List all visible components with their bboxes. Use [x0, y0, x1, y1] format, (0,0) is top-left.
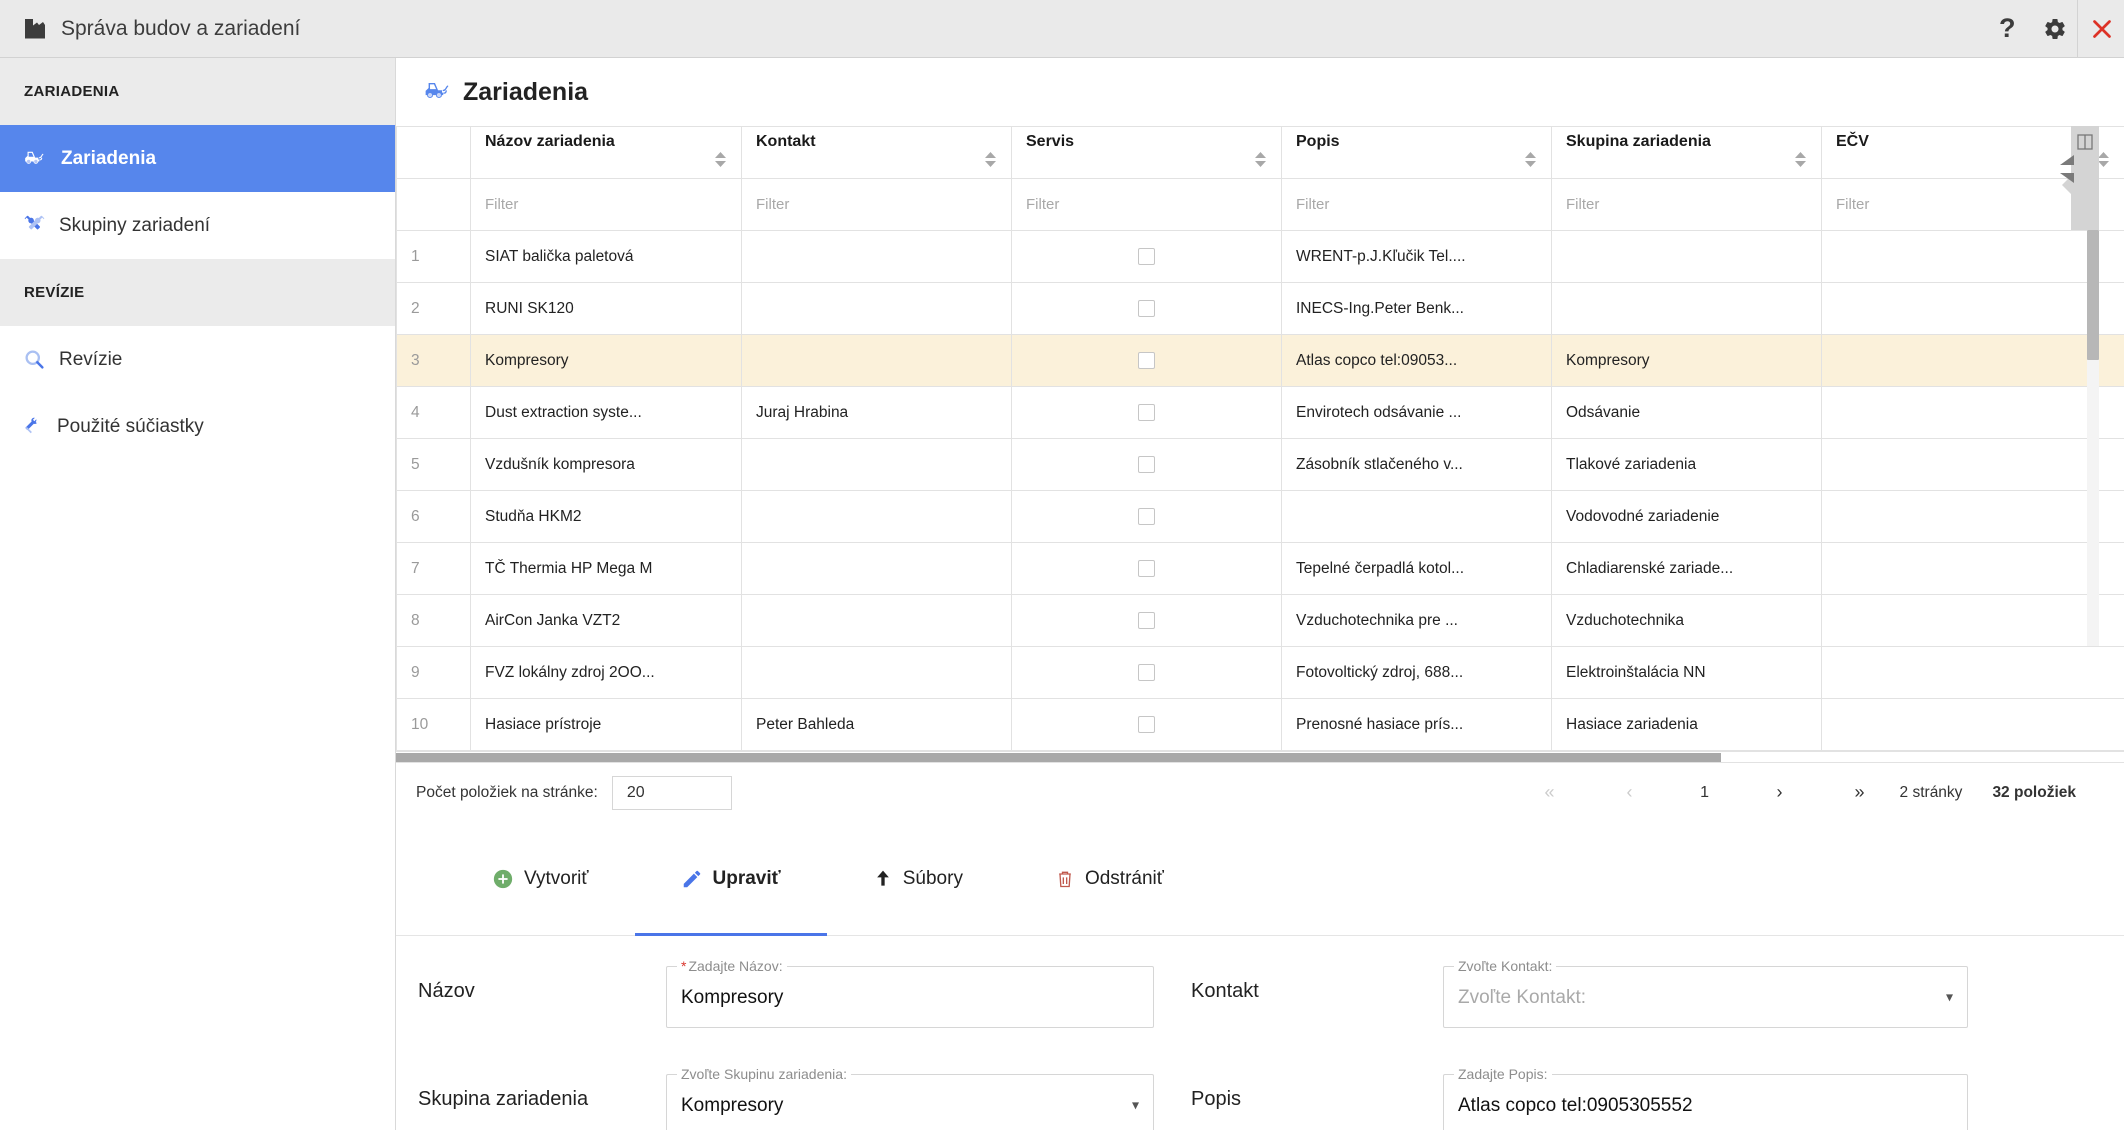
svg-text:?: ? [1999, 17, 2016, 41]
